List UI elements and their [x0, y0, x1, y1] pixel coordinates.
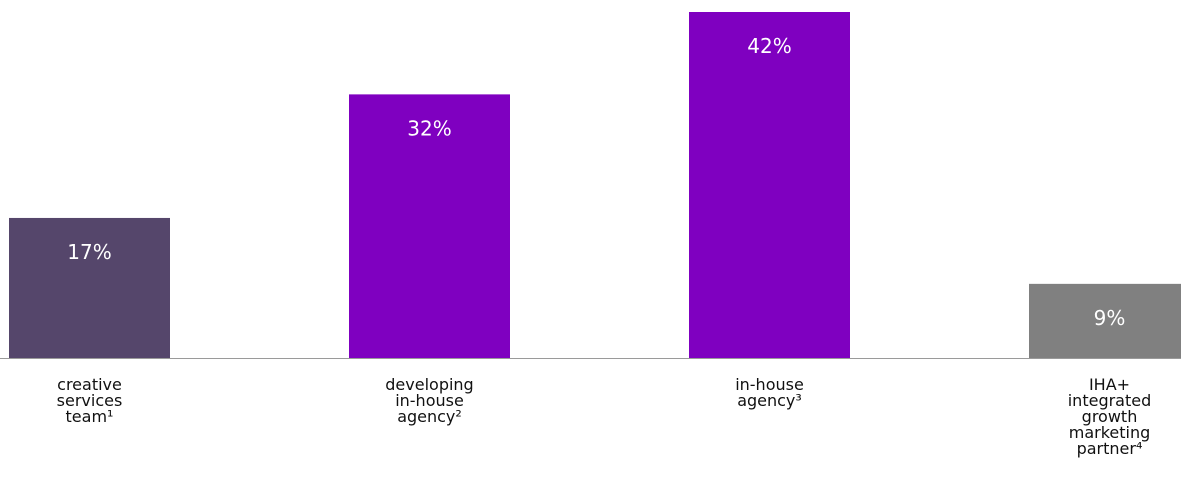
category-label-line: team¹: [66, 407, 114, 426]
category-label-line: in-house: [735, 375, 804, 394]
category-label-line: creative: [57, 375, 122, 394]
category-label-line: marketing: [1069, 423, 1151, 442]
category-label-1: creative services team¹: [57, 375, 123, 426]
category-label-3: in-house agency³: [735, 375, 804, 410]
bar-value-label-1: 17%: [67, 240, 111, 264]
category-label-line: in-house: [395, 391, 464, 410]
bars-group: [9, 12, 1181, 358]
category-label-line: growth: [1082, 407, 1138, 426]
value-labels-group: 17% 32% 42% 9%: [67, 34, 1125, 330]
category-label-line: IHA+: [1089, 375, 1130, 394]
bar-3: [689, 12, 850, 358]
bar-value-label-2: 32%: [407, 116, 451, 140]
bar-value-label-4: 9%: [1094, 306, 1126, 330]
bar-1: [9, 217, 170, 358]
category-label-line: agency²: [397, 407, 462, 426]
category-label-line: developing: [385, 375, 473, 394]
category-label-line: agency³: [737, 391, 802, 410]
category-label-line: integrated: [1068, 391, 1152, 410]
category-label-4: IHA+ integrated growth marketing partner⁴: [1068, 375, 1152, 458]
category-label-line: partner⁴: [1077, 439, 1143, 458]
bar-2: [349, 94, 510, 358]
category-label-line: services: [57, 391, 123, 410]
category-label-2: developing in-house agency²: [385, 375, 473, 426]
bar-4: [1029, 283, 1181, 358]
bar-value-label-3: 42%: [747, 34, 791, 58]
